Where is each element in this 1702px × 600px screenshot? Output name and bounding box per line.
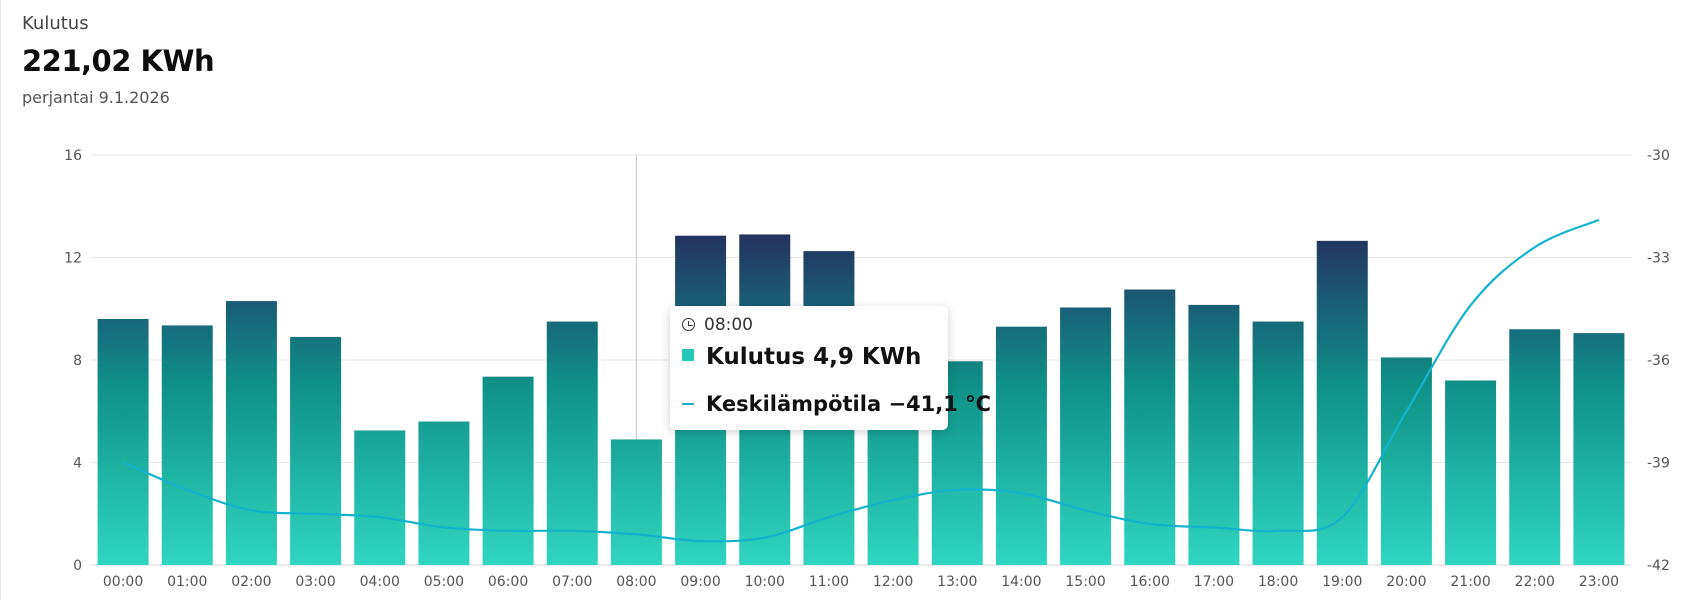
x-tick: 11:00 bbox=[809, 574, 849, 590]
x-tick: 12:00 bbox=[873, 574, 913, 590]
x-tick: 06:00 bbox=[488, 574, 528, 590]
bar-2000 bbox=[1380, 357, 1432, 565]
tooltip-temperature: Keskilämpötila −41,1 °C bbox=[682, 392, 991, 416]
card-label: Kulutus bbox=[22, 13, 89, 34]
x-tick: 04:00 bbox=[360, 574, 400, 590]
bar-2200 bbox=[1509, 329, 1561, 565]
bar-0000 bbox=[97, 319, 149, 565]
consumption-swatch-icon bbox=[682, 349, 694, 361]
bar-1700 bbox=[1188, 304, 1240, 565]
bar-1500 bbox=[1060, 307, 1112, 565]
clock-icon bbox=[682, 318, 695, 331]
x-tick: 22:00 bbox=[1515, 574, 1555, 590]
date-label: perjantai 9.1.2026 bbox=[22, 88, 170, 107]
x-tick: 01:00 bbox=[167, 574, 207, 590]
total-consumption: 221,02 KWh bbox=[22, 44, 215, 78]
tooltip-consumption-text: Kulutus 4,9 KWh bbox=[706, 344, 922, 370]
y-right-tick: -42 bbox=[1647, 558, 1670, 574]
x-tick: 17:00 bbox=[1194, 574, 1234, 590]
bar-1600 bbox=[1124, 289, 1176, 565]
x-tick: 16:00 bbox=[1130, 574, 1170, 590]
tooltip-consumption: Kulutus 4,9 KWh bbox=[682, 344, 921, 370]
tooltip-time: 08:00 bbox=[704, 315, 753, 335]
x-tick: 18:00 bbox=[1258, 574, 1298, 590]
y-left-tick: 0 bbox=[73, 558, 82, 574]
bar-0300 bbox=[290, 336, 342, 565]
x-tick: 13:00 bbox=[937, 574, 977, 590]
y-left-tick: 16 bbox=[64, 148, 82, 164]
bar-0600 bbox=[482, 376, 534, 565]
bar-0400 bbox=[354, 430, 406, 565]
y-right-tick: -33 bbox=[1647, 251, 1670, 267]
y-right-tick: -30 bbox=[1647, 148, 1670, 164]
bar-0700 bbox=[546, 321, 598, 565]
temperature-swatch-icon bbox=[682, 403, 694, 405]
bar-0200 bbox=[225, 301, 277, 565]
tooltip-temperature-text: Keskilämpötila −41,1 °C bbox=[706, 392, 992, 416]
bar-2100 bbox=[1445, 380, 1497, 565]
y-right-tick: -36 bbox=[1647, 353, 1670, 369]
x-tick: 10:00 bbox=[745, 574, 785, 590]
bar-0100 bbox=[161, 325, 213, 565]
x-tick: 00:00 bbox=[103, 574, 143, 590]
x-tick: 05:00 bbox=[424, 574, 464, 590]
x-tick: 08:00 bbox=[616, 574, 656, 590]
x-tick: 14:00 bbox=[1001, 574, 1041, 590]
x-tick: 23:00 bbox=[1579, 574, 1619, 590]
x-tick: 15:00 bbox=[1065, 574, 1105, 590]
bar-1900 bbox=[1316, 240, 1368, 565]
x-tick: 20:00 bbox=[1386, 574, 1426, 590]
bar-2300 bbox=[1573, 333, 1625, 565]
y-left-tick: 4 bbox=[73, 456, 82, 472]
y-right-tick: -39 bbox=[1647, 456, 1670, 472]
chart-tooltip: 08:00 Kulutus 4,9 KWh Keskilämpötila −41… bbox=[670, 306, 991, 430]
x-tick: 07:00 bbox=[552, 574, 592, 590]
x-tick: 21:00 bbox=[1450, 574, 1490, 590]
bar-1400 bbox=[995, 326, 1047, 565]
x-tick: 09:00 bbox=[680, 574, 720, 590]
temperature-line bbox=[122, 218, 1600, 543]
bar-1800 bbox=[1252, 321, 1304, 565]
x-tick: 19:00 bbox=[1322, 574, 1362, 590]
y-left-tick: 12 bbox=[64, 251, 82, 267]
bar-0800 bbox=[610, 439, 662, 565]
x-tick: 03:00 bbox=[295, 574, 335, 590]
bar-0500 bbox=[418, 421, 470, 565]
x-tick: 02:00 bbox=[231, 574, 271, 590]
y-left-tick: 8 bbox=[73, 353, 82, 369]
